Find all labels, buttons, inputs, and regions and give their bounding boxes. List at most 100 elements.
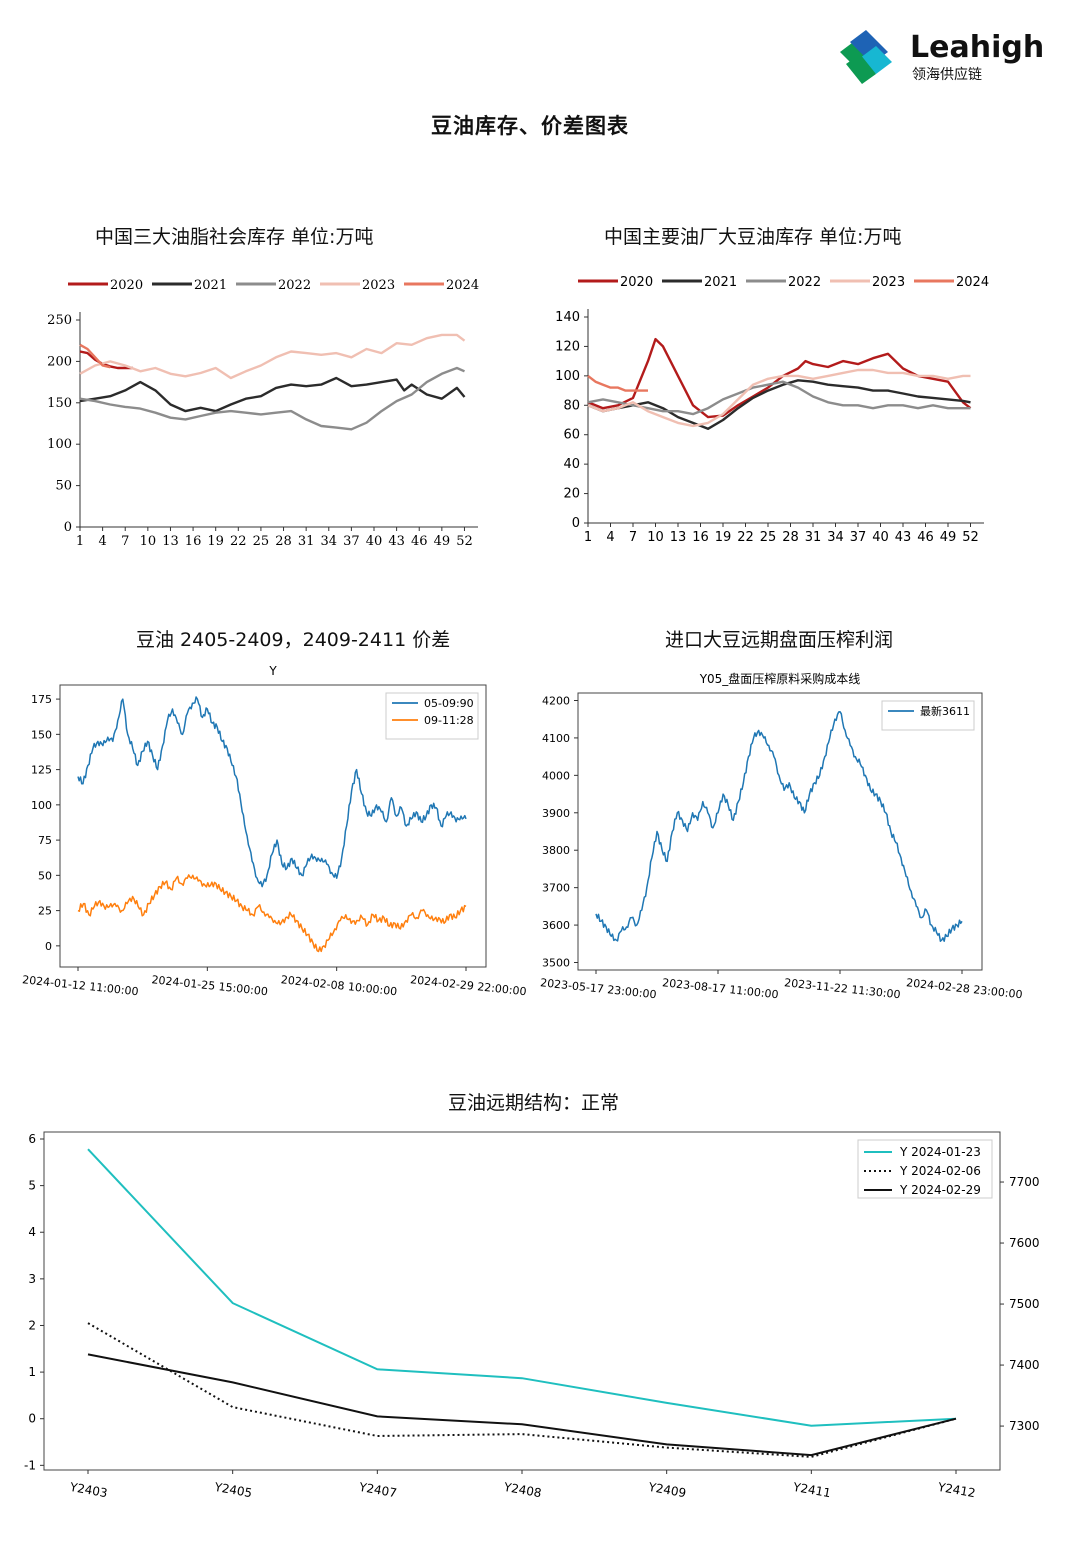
- brand-logo: Leahigh 领海供应链: [838, 22, 1058, 92]
- y-tick-label: 4100: [542, 732, 570, 745]
- y-tick-label: 0: [64, 520, 72, 535]
- series-line-2021: [79, 376, 466, 413]
- legend-label: Y 2024-02-06: [899, 1164, 981, 1178]
- y-tick-label: 3500: [542, 957, 570, 970]
- x-tick-label: 52: [456, 534, 473, 549]
- series-line: [77, 874, 467, 953]
- y-tick-label: 4000: [542, 769, 570, 782]
- legend-label: 2020: [620, 275, 653, 290]
- chart2-title: 中国主要油厂大豆油库存 单位:万吨: [604, 226, 902, 248]
- legend-label: Y 2024-02-29: [899, 1183, 981, 1197]
- y-tick-label: 3700: [542, 882, 570, 895]
- series-line-2022: [587, 380, 971, 416]
- y-tick-label: 25: [38, 905, 52, 918]
- y2-tick-label: 7600: [1009, 1236, 1040, 1250]
- x-tick-label: 4: [98, 534, 106, 549]
- y-tick-label: 2: [28, 1318, 36, 1332]
- x-tick-label: 2023-08-17 11:00:00: [662, 976, 780, 1001]
- y-tick-label: 200: [47, 354, 72, 369]
- y-tick-label: 75: [38, 834, 52, 847]
- y-tick-label: 100: [555, 369, 580, 384]
- x-tick-label: 2024-02-29 22:00:00: [410, 973, 528, 998]
- y-tick-label: 0: [45, 940, 52, 953]
- x-tick-label: 49: [940, 530, 957, 545]
- chart5-forward-curve: -1 0 1 2 3 4 5 6 7300 7400 7500 7600 7700 Y2403 Y2405 Y…: [24, 1131, 1040, 1501]
- x-tick-label: 2024-01-25 15:00:00: [151, 973, 269, 998]
- series-line: [595, 710, 963, 942]
- brand-name: Leahigh: [910, 30, 1044, 65]
- y-tick-label: 3900: [542, 807, 570, 820]
- y-tick-label: 60: [563, 428, 580, 443]
- chart3-spread: Y 0 25 50 75 100 125 150 175 2024-01-12 11:00:00 2…: [22, 664, 528, 998]
- plot-frame: [577, 692, 983, 971]
- y-tick-label: -1: [24, 1458, 36, 1472]
- y-tick-label: 100: [47, 437, 72, 452]
- legend-label: 2022: [278, 278, 311, 293]
- legend-box: [881, 700, 975, 731]
- page-title: 豆油库存、价差图表: [431, 114, 629, 138]
- x-tick-label: 2024-02-28 23:00:00: [906, 976, 1024, 1001]
- x-tick-label: Y2403: [68, 1480, 109, 1501]
- x-tick-label: 2024-02-08 10:00:00: [280, 973, 398, 998]
- y-tick-label: 40: [563, 457, 580, 472]
- x-tick-label: 13: [162, 534, 179, 549]
- chart4-title: 进口大豆远期盘面压榨利润: [665, 629, 894, 651]
- series-line-2023: [587, 368, 971, 428]
- x-tick-label: 7: [629, 530, 637, 545]
- legend-label: 2022: [788, 275, 821, 290]
- chart4-crush-margin: Y05_盘面压榨原料采购成本线 3500 3600 3700 3800 3900 4000 4…: [540, 671, 1024, 1001]
- x-tick-label: 43: [895, 530, 912, 545]
- x-tick-label: 1: [76, 534, 84, 549]
- y-tick-label: 1: [28, 1365, 36, 1379]
- y2-tick-label: 7700: [1009, 1175, 1040, 1189]
- series-line: [87, 1322, 957, 1458]
- y-tick-label: 20: [563, 487, 580, 502]
- x-tick-label: 46: [917, 530, 934, 545]
- x-tick-label: 46: [411, 534, 428, 549]
- x-tick-label: 43: [388, 534, 405, 549]
- y-tick-label: 5: [28, 1179, 36, 1193]
- x-tick-label: 34: [827, 530, 844, 545]
- legend-label: 2024: [446, 278, 479, 293]
- y-tick-label: 0: [28, 1412, 36, 1426]
- x-tick-label: 10: [647, 530, 664, 545]
- x-tick-label: 4: [606, 530, 614, 545]
- x-tick-label: 28: [275, 534, 292, 549]
- x-tick-label: 25: [253, 534, 270, 549]
- plot-frame: [43, 1131, 1001, 1471]
- leahigh-logo-mark: Leahigh 领海供应链: [840, 30, 1044, 84]
- y-tick-label: 4200: [542, 694, 570, 707]
- x-tick-label: 13: [670, 530, 687, 545]
- y-tick-label: 6: [28, 1132, 36, 1146]
- x-tick-label: 28: [782, 530, 799, 545]
- chart2-soyoil-inventory: 0 20 40 60 80 100 120 140 1 4 7 10 13 16 19 22 25 28 31 34 3…: [555, 275, 989, 545]
- legend-label: 2023: [362, 278, 395, 293]
- chart1-title: 中国三大油脂社会库存 单位:万吨: [95, 226, 374, 248]
- x-tick-label: 22: [230, 534, 247, 549]
- x-tick-label: 49: [434, 534, 451, 549]
- series-line-2023: [79, 333, 466, 380]
- x-tick-label: 37: [850, 530, 867, 545]
- y-tick-label: 50: [38, 869, 52, 882]
- x-tick-label: 37: [343, 534, 360, 549]
- brand-sub: 领海供应链: [912, 66, 982, 83]
- x-tick-label: Y2409: [647, 1480, 688, 1501]
- legend-label: 2021: [704, 275, 737, 290]
- x-tick-label: 34: [320, 534, 337, 549]
- x-tick-label: 31: [805, 530, 822, 545]
- y-tick-label: 150: [31, 728, 52, 741]
- x-tick-label: 22: [737, 530, 754, 545]
- y-tick-label: 3600: [542, 919, 570, 932]
- y-tick-label: 80: [563, 398, 580, 413]
- x-tick-label: 16: [692, 530, 709, 545]
- x-tick-label: 2023-05-17 23:00:00: [540, 976, 658, 1001]
- series-line-2020: [587, 337, 972, 419]
- y2-tick-label: 7500: [1009, 1297, 1040, 1311]
- y-tick-label: 50: [55, 479, 72, 494]
- series-line-2021: [587, 379, 971, 430]
- legend-box: [385, 692, 479, 740]
- y-tick-label: 100: [31, 799, 52, 812]
- x-tick-label: 19: [715, 530, 732, 545]
- chart3-title: 豆油 2405-2409，2409-2411 价差: [136, 629, 451, 651]
- chart5-title: 豆油远期结构：正常: [448, 1092, 620, 1114]
